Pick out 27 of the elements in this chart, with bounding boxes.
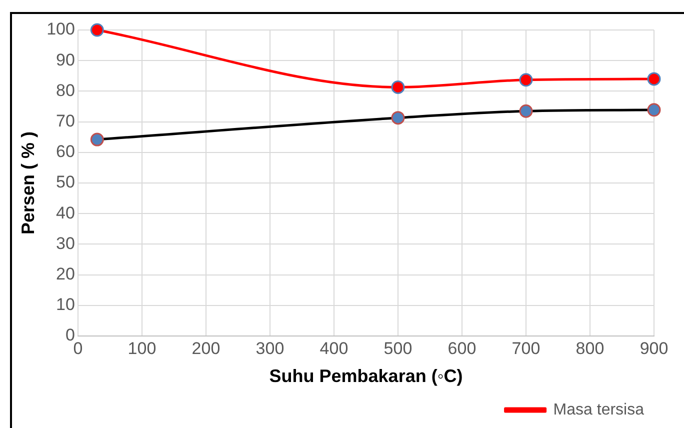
y-tick-label: 40 (56, 203, 75, 222)
point (519, 73, 533, 87)
y-tick-label: 0 (65, 326, 75, 345)
x-tick-label: 100 (128, 338, 156, 358)
x-tick-label: 500 (384, 338, 412, 358)
y-tick-label: 60 (56, 142, 75, 162)
x-tick-label: 700 (512, 338, 540, 358)
y-tick-label: 90 (56, 50, 75, 70)
y-tick-label: 50 (56, 172, 75, 192)
y-tick-label: 20 (56, 264, 75, 284)
point (647, 72, 661, 86)
x-tick-label: 400 (320, 338, 348, 358)
point (90, 23, 104, 37)
x-tick-label: 800 (576, 338, 604, 358)
y-tick-label: 70 (56, 111, 75, 130)
legend-label: Masa tersisa (553, 401, 644, 418)
point (391, 80, 405, 94)
x-tick-label: 900 (640, 338, 668, 358)
y-tick-label: 80 (56, 80, 75, 100)
y-tick-label: 100 (46, 20, 75, 39)
y-axis-title: Persen ( % ) (18, 131, 38, 235)
x-tick-label: 600 (448, 338, 476, 358)
x-axis-title: Suhu Pembakaran (◦C) (269, 366, 463, 386)
x-tick-label: 200 (192, 338, 220, 358)
x-tick-label: 300 (256, 338, 284, 358)
y-tick-label: 10 (56, 295, 75, 314)
y-tick-label: 30 (56, 234, 75, 253)
